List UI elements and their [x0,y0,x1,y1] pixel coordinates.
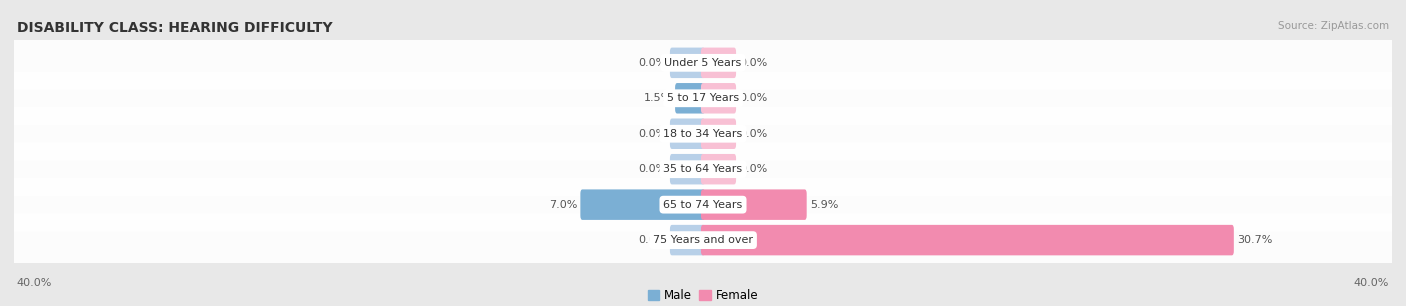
Text: 18 to 34 Years: 18 to 34 Years [664,129,742,139]
Text: 0.0%: 0.0% [740,129,768,139]
Text: 5.9%: 5.9% [810,200,838,210]
FancyBboxPatch shape [8,36,1398,89]
FancyBboxPatch shape [702,83,737,114]
Text: 40.0%: 40.0% [1354,278,1389,288]
Text: Under 5 Years: Under 5 Years [665,58,741,68]
Legend: Male, Female: Male, Female [643,284,763,306]
Text: 5 to 17 Years: 5 to 17 Years [666,93,740,103]
FancyBboxPatch shape [8,178,1398,231]
FancyBboxPatch shape [581,189,704,220]
FancyBboxPatch shape [8,143,1398,196]
FancyBboxPatch shape [702,118,737,149]
Text: 40.0%: 40.0% [17,278,52,288]
Text: 0.0%: 0.0% [740,93,768,103]
Text: 75 Years and over: 75 Years and over [652,235,754,245]
FancyBboxPatch shape [675,83,704,114]
FancyBboxPatch shape [8,107,1398,160]
Text: 0.0%: 0.0% [638,235,666,245]
FancyBboxPatch shape [669,118,704,149]
Text: 7.0%: 7.0% [548,200,578,210]
FancyBboxPatch shape [669,47,704,78]
FancyBboxPatch shape [702,189,807,220]
Text: Source: ZipAtlas.com: Source: ZipAtlas.com [1278,21,1389,32]
Text: 30.7%: 30.7% [1237,235,1272,245]
Text: 0.0%: 0.0% [638,58,666,68]
Text: 0.0%: 0.0% [740,58,768,68]
FancyBboxPatch shape [669,154,704,185]
Text: DISABILITY CLASS: HEARING DIFFICULTY: DISABILITY CLASS: HEARING DIFFICULTY [17,21,332,35]
Text: 0.0%: 0.0% [638,129,666,139]
Text: 35 to 64 Years: 35 to 64 Years [664,164,742,174]
FancyBboxPatch shape [669,225,704,256]
FancyBboxPatch shape [702,154,737,185]
FancyBboxPatch shape [702,47,737,78]
FancyBboxPatch shape [8,72,1398,125]
Text: 0.0%: 0.0% [638,164,666,174]
Text: 1.5%: 1.5% [644,93,672,103]
Text: 0.0%: 0.0% [740,164,768,174]
Text: 65 to 74 Years: 65 to 74 Years [664,200,742,210]
FancyBboxPatch shape [8,214,1398,267]
FancyBboxPatch shape [702,225,1234,256]
